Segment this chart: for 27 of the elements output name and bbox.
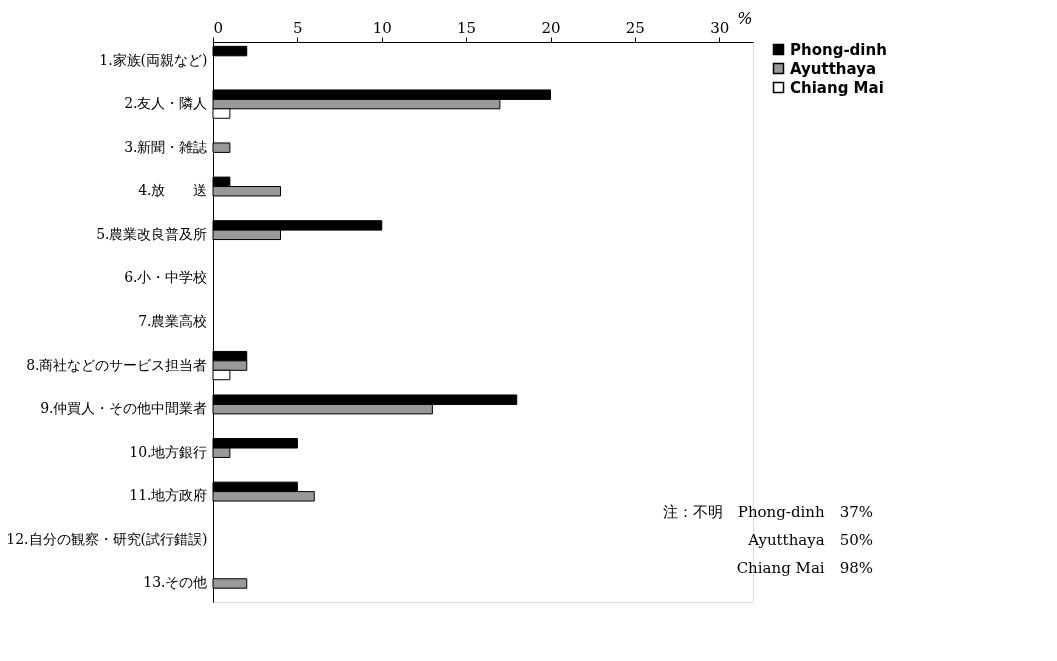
- annotation: 注：不明 Phong-dinh 37%: [662, 503, 873, 521]
- y-tick-label: 2.友人・隣人: [124, 95, 208, 112]
- annotation: Chiang Mai 98%: [736, 559, 873, 577]
- x-tick-label: 10: [372, 18, 392, 37]
- legend-label: Chiang Mai: [790, 78, 884, 97]
- y-tick-label: 13.その他: [143, 574, 208, 591]
- annotation: Ayutthaya 50%: [747, 531, 873, 549]
- x-tick-label: 0: [213, 18, 224, 37]
- y-tick-label: 7.農業高校: [138, 313, 208, 329]
- y-tick-label: 11.地方政府: [129, 487, 208, 504]
- legend-label: Ayutthaya: [790, 59, 877, 78]
- y-tick-label: 10.地方銀行: [129, 443, 208, 460]
- x-tick-label: 30: [710, 18, 730, 37]
- y-tick-label: 1.家族(両親など): [99, 51, 208, 68]
- y-tick-label: 8.商社などのサービス担当者: [26, 356, 208, 373]
- y-tick-label: 5.農業改良普及所: [96, 225, 208, 242]
- x-axis-title: %: [737, 8, 753, 28]
- x-tick-label: 20: [541, 18, 561, 37]
- y-tick-label: 9.仲買人・その他中間業者: [40, 400, 208, 417]
- x-tick-label: 15: [457, 18, 477, 37]
- x-tick-label: 25: [625, 18, 645, 37]
- legend-label: Phong-dinh: [790, 40, 887, 59]
- y-tick-label: 12.自分の観察・研究(試行錯誤): [6, 530, 208, 547]
- y-tick-label: 3.新聞・雑誌: [124, 138, 208, 155]
- y-tick-label: 6.小・中学校: [124, 269, 208, 286]
- y-tick-label: 4.放 送: [138, 182, 208, 199]
- x-tick-label: 5: [293, 18, 303, 37]
